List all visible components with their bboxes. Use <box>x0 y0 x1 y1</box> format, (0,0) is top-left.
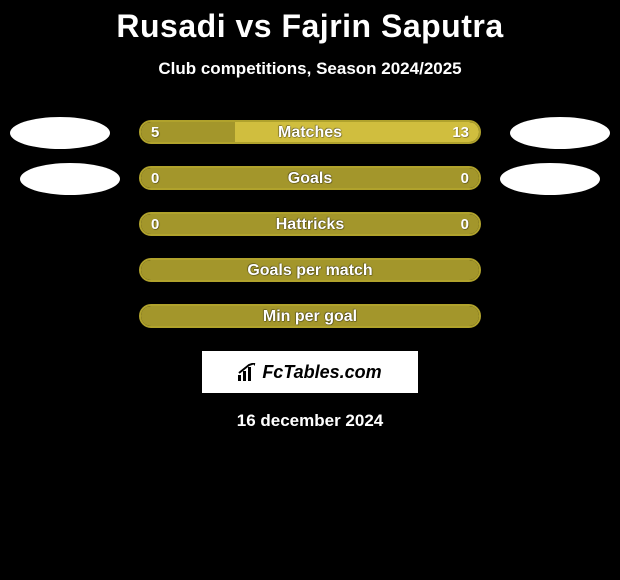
stat-value-left: 0 <box>141 214 169 236</box>
stat-label: Goals per match <box>141 260 479 282</box>
subtitle: Club competitions, Season 2024/2025 <box>0 59 620 79</box>
stat-row: Goals per match <box>0 251 620 297</box>
stat-value-left: 0 <box>141 168 169 190</box>
stat-label: Goals <box>141 168 479 190</box>
stat-bar: Goals per match <box>139 258 481 282</box>
stat-row: Matches5 13 <box>0 113 620 159</box>
logo-text: FcTables.com <box>262 362 381 383</box>
player-avatar-right <box>510 117 610 149</box>
chart-icon <box>238 363 258 381</box>
stat-value-right: 0 <box>451 214 479 236</box>
stat-bar: Min per goal <box>139 304 481 328</box>
stat-row: Hattricks0 0 <box>0 205 620 251</box>
stat-value-left: 5 <box>141 122 169 144</box>
stat-row: Goals0 0 <box>0 159 620 205</box>
stat-value-right: 0 <box>451 168 479 190</box>
stat-value-right: 13 <box>442 122 479 144</box>
player-avatar-left <box>10 117 110 149</box>
date-text: 16 december 2024 <box>0 411 620 431</box>
stat-label: Hattricks <box>141 214 479 236</box>
stat-bar: Hattricks0 0 <box>139 212 481 236</box>
stat-bar: Matches5 13 <box>139 120 481 144</box>
stat-rows-container: Matches513Goals00Hattricks00Goals per ma… <box>0 113 620 343</box>
player-avatar-right <box>500 163 600 195</box>
stat-label: Matches <box>141 122 479 144</box>
player-avatar-left <box>20 163 120 195</box>
stat-row: Min per goal <box>0 297 620 343</box>
stat-bar: Goals0 0 <box>139 166 481 190</box>
page-title: Rusadi vs Fajrin Saputra <box>0 8 620 45</box>
fctables-logo: FcTables.com <box>238 362 381 383</box>
stat-label: Min per goal <box>141 306 479 328</box>
logo-box[interactable]: FcTables.com <box>202 351 418 393</box>
